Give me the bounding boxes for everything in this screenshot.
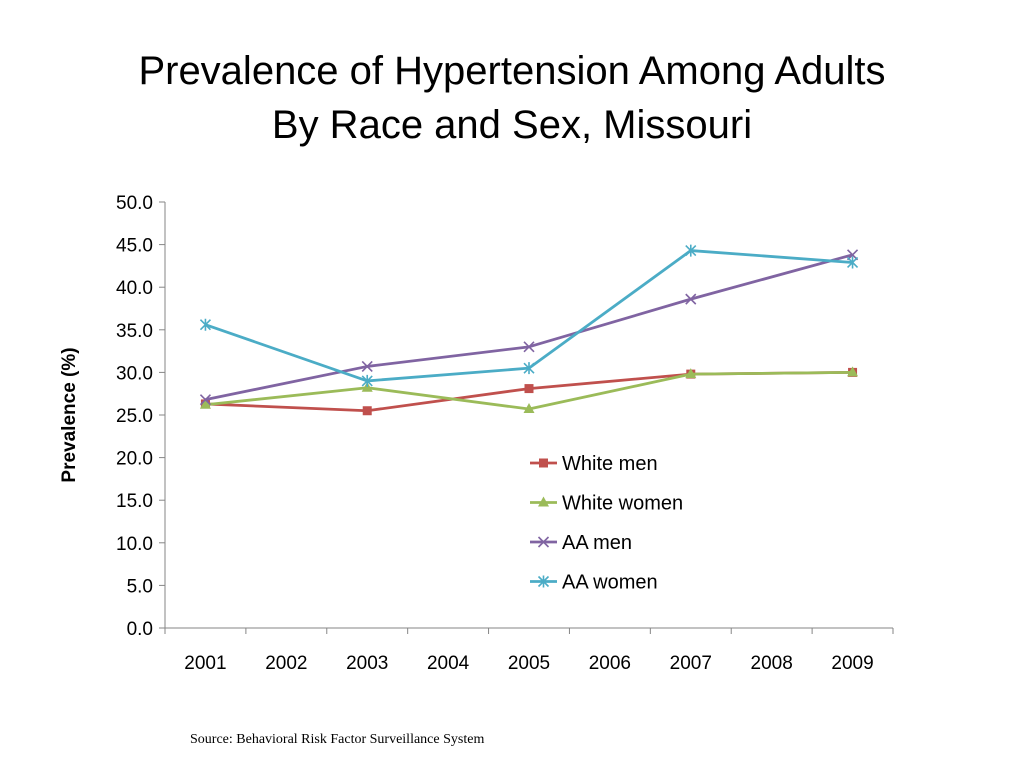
y-tick-label: 25.0 (116, 406, 153, 427)
x-tick-label: 2007 (670, 653, 712, 674)
chart-title-line2: By Race and Sex, Missouri (271, 103, 753, 147)
y-tick-label: 40.0 (116, 278, 153, 299)
data-point (847, 366, 859, 377)
series-2 (199, 249, 859, 406)
legend-marker (539, 458, 548, 468)
legend-label: AA men (562, 532, 632, 554)
x-tick-label: 2005 (508, 653, 550, 674)
legend-marker (537, 575, 550, 588)
legend-item: White men (530, 453, 658, 475)
source-note: Source: Behavioral Risk Factor Surveilla… (190, 732, 485, 747)
data-point (361, 374, 373, 387)
x-tick-label: 2009 (831, 653, 873, 674)
x-tick-label: 2008 (751, 653, 793, 674)
chart-series (199, 244, 859, 416)
x-tick-labels: 2001 2002 2003 2004 2005 2006 2007 2008 2009 (184, 653, 873, 674)
y-tick-label: 5.0 (127, 576, 153, 597)
data-point (523, 403, 535, 414)
data-point (685, 368, 697, 379)
data-point (685, 244, 697, 257)
y-tick-label: 35.0 (116, 321, 153, 342)
y-tick-labels: 0.0 5.0 10.0 15.0 20.0 25.0 30.0 35.0 40.0 45.0 50… (116, 193, 153, 640)
legend-label: AA women (562, 572, 658, 594)
data-point (524, 384, 534, 394)
chart-legend: White men White women AA men AA women (530, 453, 683, 594)
series-3 (199, 244, 859, 387)
y-tick-label: 30.0 (116, 363, 153, 384)
y-tick-label: 45.0 (116, 236, 153, 257)
x-tick-label: 2002 (265, 653, 307, 674)
series-1 (199, 366, 859, 414)
x-tick-label: 2004 (427, 653, 470, 674)
x-tick-label: 2003 (346, 653, 388, 674)
chart-title-line1: Prevalence of Hypertension Among Adults (138, 49, 886, 93)
series-line (204, 249, 853, 383)
x-tick-label: 2001 (184, 653, 226, 674)
y-tick-label: 50.0 (116, 193, 153, 214)
data-point (199, 318, 212, 331)
legend-item: White women (530, 493, 683, 515)
legend-marker (538, 496, 549, 507)
legend-label: White women (562, 493, 683, 515)
data-point (523, 341, 535, 353)
data-point (361, 360, 373, 373)
legend-item: AA men (530, 532, 632, 554)
data-point (199, 394, 212, 406)
y-axis-label: Prevalence (%) (59, 347, 80, 482)
legend-item: AA women (530, 572, 658, 594)
data-point (523, 362, 535, 375)
y-tick-label: 10.0 (116, 534, 153, 555)
series-line (205, 253, 853, 402)
legend-label: White men (562, 453, 658, 475)
x-tick-label: 2006 (589, 653, 631, 674)
chart-title: Prevalence of Hypertension Among Adults … (0, 44, 1024, 152)
data-point (846, 256, 859, 269)
data-point (685, 293, 697, 305)
data-point (199, 398, 211, 409)
y-tick-label: 0.0 (127, 619, 153, 640)
legend-marker (537, 536, 550, 548)
data-point (362, 406, 372, 416)
y-tick-label: 15.0 (116, 491, 153, 512)
chart-axes (159, 201, 894, 634)
y-tick-label: 20.0 (116, 449, 153, 470)
